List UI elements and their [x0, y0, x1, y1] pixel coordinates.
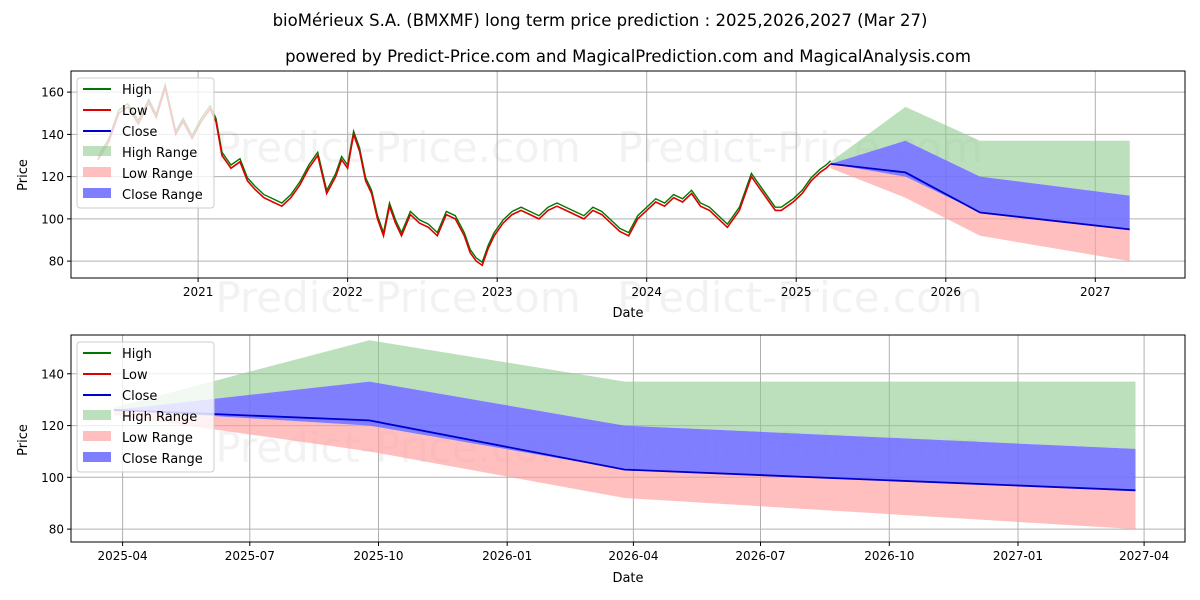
legend-label-close-range: Close Range — [122, 188, 203, 203]
panel-forecast-zoom: Predict-Price.com Predict-Price.com 2025… — [16, 334, 1186, 586]
low-range-band — [113, 410, 1136, 530]
legend-label-high: High — [122, 83, 152, 98]
watermark-text: Predict-Price.com — [617, 273, 982, 322]
x-tick-label: 2026-07 — [735, 549, 785, 563]
y-tick-label: 120 — [41, 170, 64, 184]
plot-frame — [70, 334, 1186, 543]
watermark-text: Predict-Price.com — [215, 273, 580, 322]
x-tick-label: 2025-04 — [98, 549, 148, 563]
x-tick-label: 2021 — [183, 285, 214, 299]
close-forecast-line — [113, 409, 1136, 492]
legend-swatch-low-range — [83, 431, 111, 441]
high-line — [97, 81, 832, 264]
y-tick-label: 80 — [49, 255, 64, 269]
legend-label-low: Low — [122, 368, 148, 383]
low-line — [97, 84, 832, 267]
watermark-text: Predict-Price.com — [215, 123, 580, 172]
x-tick-label: 2026-10 — [864, 549, 914, 563]
legend-frame — [76, 341, 215, 473]
chart-subtitle: powered by Predict-Price.com and Magical… — [285, 47, 971, 66]
legend-swatch-high-range — [83, 410, 111, 420]
legend-label-close: Close — [122, 125, 157, 140]
x-tick-label: 2023 — [482, 285, 513, 299]
legend: High Low Close High Range Low Range Clos… — [76, 341, 215, 473]
legend-swatch-low-range — [83, 167, 111, 177]
x-axis-label: Date — [612, 571, 643, 586]
x-tick-label: 2025-07 — [225, 549, 275, 563]
x-tick-label: 2025-10 — [353, 549, 403, 563]
high-range-band — [830, 106, 1130, 196]
x-tick-label: 2027-01 — [993, 549, 1043, 563]
y-tick-label: 160 — [41, 86, 64, 100]
legend-label-low: Low — [122, 104, 148, 119]
chart-title: bioMérieux S.A. (BMXMF) long term price … — [273, 11, 928, 30]
close-range-band — [113, 381, 1136, 491]
y-axis-label: Price — [16, 159, 31, 191]
x-tick-label: 2027-04 — [1119, 549, 1169, 563]
x-tick-label: 2022 — [332, 285, 363, 299]
legend-swatch-close-range — [83, 188, 111, 198]
x-tick-label: 2026-04 — [608, 549, 658, 563]
low-range-band — [830, 163, 1130, 262]
legend-label-high-range: High Range — [122, 146, 197, 161]
x-tick-label: 2024 — [631, 285, 662, 299]
plot-frame — [70, 70, 1186, 279]
y-tick-label: 100 — [41, 471, 64, 485]
panel-long-term: Predict-Price.com Predict-Price.com Pred… — [16, 70, 1186, 322]
x-axis-label: Date — [612, 306, 643, 321]
legend-label-close-range: Close Range — [122, 452, 203, 467]
legend: High Low Close High Range Low Range Clos… — [76, 77, 215, 209]
high-range-band — [113, 340, 1136, 449]
legend-swatch-high-range — [83, 146, 111, 156]
y-tick-label: 140 — [41, 367, 64, 381]
legend-label-low-range: Low Range — [122, 167, 193, 182]
y-tick-label: 120 — [41, 419, 64, 433]
y-tick-label: 100 — [41, 212, 64, 226]
x-tick-label: 2025 — [781, 285, 812, 299]
legend-label-high-range: High Range — [122, 410, 197, 425]
legend-swatch-close-range — [83, 452, 111, 462]
x-tick-label: 2027 — [1080, 285, 1111, 299]
y-tick-label: 140 — [41, 128, 64, 142]
y-tick-label: 80 — [49, 523, 64, 537]
x-tick-label: 2026-01 — [482, 549, 532, 563]
legend-label-low-range: Low Range — [122, 431, 193, 446]
legend-label-high: High — [122, 347, 152, 362]
legend-frame — [76, 77, 215, 209]
close-forecast-line — [830, 163, 1130, 231]
close-range-band — [830, 140, 1130, 230]
x-tick-label: 2026 — [931, 285, 962, 299]
legend-label-close: Close — [122, 389, 157, 404]
y-axis-label: Price — [16, 424, 31, 456]
